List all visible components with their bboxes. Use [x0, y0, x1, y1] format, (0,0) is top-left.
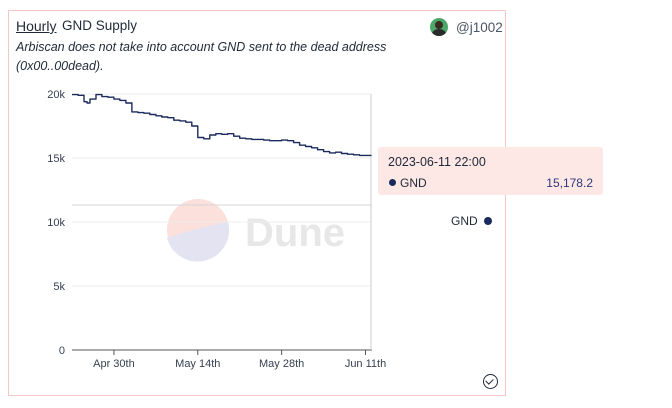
tooltip-time: 2023-06-11 22:00	[388, 155, 486, 169]
chart-card	[8, 10, 506, 396]
tab-hourly[interactable]: Hourly	[16, 18, 57, 34]
y-tick-label: 15k	[47, 153, 65, 165]
y-tick-label: 20k	[47, 89, 65, 101]
series-line-gnd	[72, 93, 372, 157]
y-tick-label: 5k	[53, 281, 65, 293]
user-profile-link[interactable]: @j1002	[430, 17, 503, 37]
y-axis: 0 5k 10k 15k 20k	[47, 89, 65, 357]
legend-item-gnd[interactable]: GND	[451, 214, 492, 228]
series-gnd	[72, 93, 372, 157]
user-name: @j1002	[456, 19, 503, 35]
avatar	[430, 18, 448, 36]
chart-title: GND Supply	[62, 18, 138, 33]
tooltip-series-name: GND	[400, 176, 427, 190]
watermark-text: Dune	[245, 211, 345, 255]
x-tick-label: Jun 11th	[345, 358, 386, 370]
x-tick-label: Apr 30th	[93, 358, 135, 370]
grid	[72, 93, 371, 287]
legend-label: GND	[451, 214, 478, 228]
watermark-logo-bottom	[167, 222, 230, 262]
tooltip-series-dot	[389, 179, 396, 186]
chart-subtitle: Arbiscan does not take into account GND …	[16, 40, 387, 73]
tooltip-value: 15,178.2	[546, 176, 593, 190]
x-tick-label: May 28th	[259, 358, 304, 370]
y-tick-label: 0	[59, 345, 65, 357]
checkmark-icon[interactable]	[483, 374, 498, 389]
legend-dot	[483, 217, 492, 225]
watermark: Dune	[167, 199, 345, 262]
tooltip: 2023-06-11 22:00 GND 15,178.2	[378, 147, 603, 195]
x-tick-label: May 14th	[175, 358, 220, 370]
y-tick-label: 10k	[47, 217, 65, 229]
x-axis: Apr 30th May 14th May 28th Jun 11th	[93, 350, 386, 370]
